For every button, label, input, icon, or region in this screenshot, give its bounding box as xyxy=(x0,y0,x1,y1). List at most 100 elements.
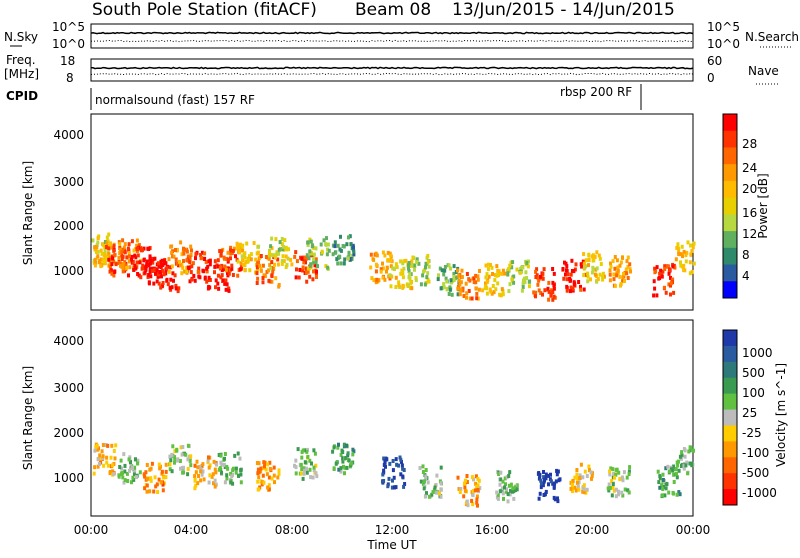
velocity-cell xyxy=(331,449,335,454)
velocity-cell xyxy=(621,493,625,498)
power-cell xyxy=(476,296,480,301)
power-cell xyxy=(399,259,403,264)
power-cell xyxy=(667,282,671,287)
velocity-cell xyxy=(509,482,513,487)
power-cell xyxy=(128,265,132,270)
velocity-cell xyxy=(215,462,219,467)
power-cell xyxy=(444,276,448,281)
power-cell xyxy=(126,246,130,251)
velocity-cell xyxy=(225,476,229,481)
velocity-colorbar-swatch xyxy=(723,473,737,490)
velocity-cell xyxy=(692,448,695,453)
velocity-cell xyxy=(664,486,668,491)
power-cell xyxy=(96,236,100,241)
velocity-cell xyxy=(608,472,612,477)
velocity-cell xyxy=(208,463,212,468)
power-cell xyxy=(551,267,555,271)
power-cell xyxy=(611,259,615,264)
power-cell xyxy=(565,277,569,282)
velocity-cell xyxy=(458,490,462,494)
power-cell xyxy=(404,258,408,263)
power-cell xyxy=(312,252,316,257)
velocity-cell xyxy=(266,462,270,467)
power-cell xyxy=(218,265,222,270)
power-cell xyxy=(372,278,376,283)
power-cell xyxy=(561,267,565,271)
power-cell xyxy=(312,260,316,265)
power-cell xyxy=(472,276,476,281)
velocity-cell xyxy=(614,487,618,492)
velocity-cell xyxy=(168,467,172,472)
power-cell xyxy=(100,251,104,256)
power-cell xyxy=(613,266,617,271)
xtick-1200: 12:00 xyxy=(375,523,410,537)
power-cell xyxy=(127,242,131,247)
power-cell xyxy=(549,293,553,298)
power-cell xyxy=(426,259,430,264)
velocity-cell xyxy=(435,473,439,478)
velocity-cell xyxy=(614,494,618,499)
power-cell xyxy=(123,242,127,247)
velocity-cell xyxy=(676,463,680,468)
power-cell xyxy=(155,268,159,273)
nsearch-line xyxy=(90,39,694,43)
velocity-cell xyxy=(213,484,217,489)
power-cell xyxy=(493,273,497,277)
power-cell xyxy=(440,268,444,273)
power-cell xyxy=(127,250,131,255)
velocity-cell xyxy=(159,464,162,469)
power-cell xyxy=(491,272,494,276)
power-cell xyxy=(385,269,388,274)
velocity-cell xyxy=(617,489,620,494)
power-cell xyxy=(619,260,623,265)
power-cell xyxy=(421,273,425,278)
velocity-cell xyxy=(476,503,479,508)
power-cell xyxy=(452,275,456,279)
power-cell xyxy=(489,289,493,294)
velocity-cell xyxy=(173,460,176,465)
velocity-cell xyxy=(332,466,336,471)
power-cbar-tick-4: 4 xyxy=(742,269,750,283)
power-cell xyxy=(107,246,111,251)
velocity-cell xyxy=(688,445,692,450)
velocity-cell xyxy=(272,473,276,478)
power-cell xyxy=(217,286,221,291)
cpid-segment-normalsound: normalsound (fast) 157 RF xyxy=(95,93,255,107)
power-cell xyxy=(536,282,540,287)
nsky-axis-bottom: 10^0 xyxy=(52,37,85,51)
power-cell xyxy=(252,241,256,245)
power-cell xyxy=(280,261,284,266)
power-cell xyxy=(283,238,287,243)
velocity-cell xyxy=(121,475,125,480)
velocity-cell xyxy=(609,466,613,471)
velocity-cell xyxy=(182,465,185,470)
power-cell xyxy=(613,283,617,288)
velocity-cell xyxy=(196,481,200,486)
velocity-cell xyxy=(620,490,624,495)
power-cell xyxy=(219,249,223,254)
power-cell xyxy=(669,283,672,288)
velocity-cell xyxy=(435,490,439,495)
power-cell xyxy=(110,245,114,250)
power-cell xyxy=(520,265,524,270)
velocity-cell xyxy=(399,472,403,477)
velocity-cell xyxy=(218,466,222,471)
power-cell xyxy=(227,271,231,276)
power-cell xyxy=(452,271,456,276)
velocity-cell xyxy=(179,466,182,471)
power-cell xyxy=(449,278,453,283)
velocity-cell xyxy=(95,443,99,448)
velocity-cell xyxy=(499,477,503,482)
power-cell xyxy=(488,287,492,292)
power-cell xyxy=(241,248,245,253)
velocity-cell xyxy=(149,476,153,481)
velocity-cell xyxy=(223,465,227,469)
velocity-cell xyxy=(134,457,137,462)
power-cell xyxy=(159,285,163,290)
power-cell xyxy=(136,272,140,276)
power-cell xyxy=(481,288,485,293)
power-cell xyxy=(612,277,616,282)
velocity-cell xyxy=(263,464,266,469)
velocity-cell xyxy=(153,475,157,480)
power-cell xyxy=(658,271,662,276)
